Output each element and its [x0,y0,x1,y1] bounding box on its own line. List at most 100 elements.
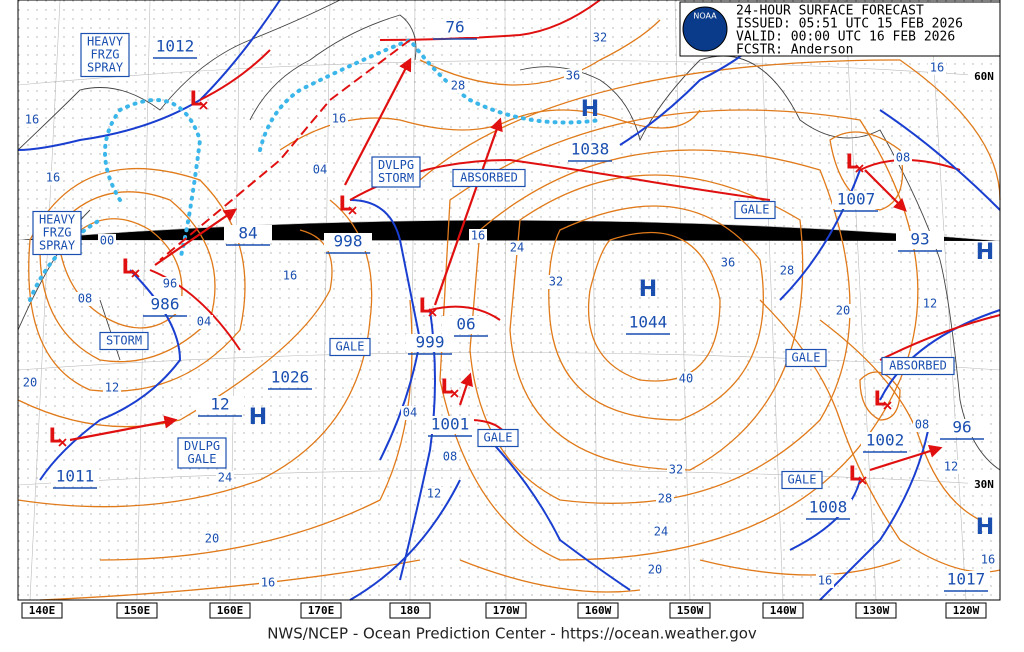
isobar-label-bg [216,471,234,485]
lon-label-box [389,602,431,619]
isobar-label-bg [778,264,796,278]
low-center: L [441,375,454,399]
isobar-label-bg [449,79,467,93]
lon-label-box [300,602,342,619]
pressure-label-bg [804,499,852,517]
isobar-label: 16 [981,553,995,567]
high-center: H [976,240,994,265]
header-frame [679,1,1001,57]
pressure-label-bg [426,416,474,434]
isobar-label-bg [564,69,582,83]
lat-label-box [968,477,1000,493]
lon-label-box [945,602,987,619]
isobar-label: 20 [23,376,37,390]
warning-text: STORM [106,334,142,348]
warning-text: DVLPG [184,439,220,453]
low-center: L [874,387,887,411]
isobar-label: 24 [218,471,232,485]
lon-label-box [21,602,63,619]
map-frame [17,0,1001,601]
warning-text: GALE [484,431,513,445]
isobar-label: 28 [780,264,794,278]
pressure-label-bg [442,316,490,334]
isobar-label: 16 [283,269,297,283]
isobar-label: 04 [197,315,211,329]
isobar-label-bg [441,450,459,464]
pressure-label: 998 [334,232,363,251]
pressure-label-bg [266,369,314,387]
high-center: H [976,515,994,540]
warning-text: ABSORBED [889,359,947,373]
pressure-label-bg [832,191,880,209]
isobar-label-bg [401,406,419,420]
header-issued: ISSUED: 05:51 UTC 15 FEB 2026 [736,17,963,32]
map-labels: 140E 150E 160E 170E 180 170W 160W 150W 140W 130W 1… [21,18,1000,619]
lon-label: 180 [400,604,420,617]
isobar-label-bg [76,292,94,306]
low-center: L [49,424,62,448]
isobar-label: 00 [100,234,114,248]
isobar-label-bg [330,112,348,126]
isobar-label-bg [508,241,526,255]
pressure-label-bg [196,396,244,414]
isobar-label-bg [913,418,931,432]
isobar-label: 04 [403,406,417,420]
isobar-label: 16 [46,171,60,185]
pressure-label: 1012 [156,37,195,56]
isobar-label: 08 [915,418,929,432]
header-box: NOAA 24-HOUR SURFACE FORECAST ISSUED: 05… [679,1,1001,58]
low-x [858,476,867,485]
isobar-label: 20 [648,563,662,577]
isobar-label-bg [677,372,695,386]
warning-text: HEAVY [87,35,124,49]
pressure-label-bg [224,225,272,243]
warning-box [371,156,421,188]
pressure-label-bg [624,314,672,332]
footer: NWS/NCEP - Ocean Prediction Center - htt… [267,625,757,643]
isobar-label: 12 [944,460,958,474]
lon-label: 120W [953,604,980,617]
isobar-label: 36 [566,69,580,83]
warning-text: SPRAY [39,239,76,253]
lon-label-box [855,602,897,619]
pressure-label: 1011 [56,467,95,486]
isobar-label: 08 [896,151,910,165]
isobar-label: 36 [721,256,735,270]
isobar-label-bg [259,576,277,590]
isobar-label-bg [591,31,609,45]
pressure-label-bg [942,571,990,589]
low-x [58,438,67,447]
warning-text: SPRAY [87,61,124,75]
pressure-label: 1038 [571,140,610,159]
high-center: H [249,405,267,430]
pressure-label: 93 [910,230,929,249]
warning-box [881,356,955,376]
isobar-label: 32 [549,275,563,289]
warning-text: ABSORBED [460,171,518,185]
pressure-label-bg [51,468,99,486]
warning-text: GALE [188,452,217,466]
warning-text: FRZG [91,48,120,62]
warning-box [734,200,776,220]
pressure-label: 986 [151,295,180,314]
high-center: H [581,97,599,122]
low-center: L [419,294,432,318]
pressure-label: 06 [456,315,475,334]
pressure-label: 1007 [837,190,876,209]
pressure-label-bg [406,334,454,352]
isobar-label: 16 [25,113,39,127]
low-center: L [846,150,859,174]
low-x [883,401,892,410]
logo-text: NOAA [693,12,717,21]
isobar-label: 20 [836,304,850,318]
lat-label-box [968,69,1000,85]
warning-box [99,331,149,351]
isobar-label-bg [894,151,912,165]
warning-text: GALE [792,351,821,365]
isobar-label-bg [816,574,834,588]
warning-box [329,337,371,357]
isobar-label: 16 [332,112,346,126]
pressure-label: 1044 [629,313,668,332]
isobar-label-bg [203,532,221,546]
